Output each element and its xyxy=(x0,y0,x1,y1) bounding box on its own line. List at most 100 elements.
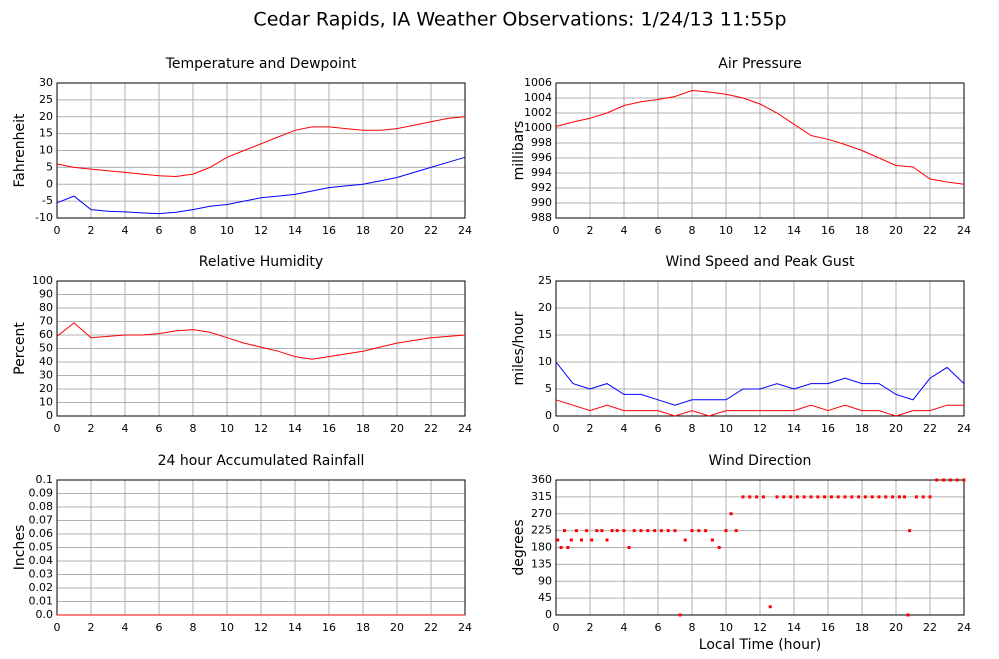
data-line xyxy=(56,322,466,360)
data-point xyxy=(897,495,901,499)
data-point xyxy=(955,478,959,482)
y-tick-label: 1004 xyxy=(524,91,552,104)
plot-frame xyxy=(56,280,466,417)
y-tick-label: 180 xyxy=(531,541,552,554)
data-point xyxy=(823,495,827,499)
y-tick-label: 0.1 xyxy=(36,473,54,486)
data-point xyxy=(928,495,932,499)
data-point xyxy=(569,538,573,542)
x-tick-label: 10 xyxy=(220,224,234,237)
data-point xyxy=(683,538,687,542)
data-point xyxy=(877,495,881,499)
data-point xyxy=(653,529,657,533)
data-point xyxy=(795,495,799,499)
y-tick-label: 135 xyxy=(531,557,552,570)
x-tick-label: 6 xyxy=(156,621,163,634)
data-point xyxy=(962,478,966,482)
plot-frame xyxy=(555,479,965,616)
x-tick-label: 10 xyxy=(719,224,733,237)
y-tick-label: 90 xyxy=(538,574,552,587)
x-tick-label: 8 xyxy=(689,224,696,237)
y-tick-label: 0.07 xyxy=(29,514,54,527)
data-point xyxy=(600,529,604,533)
data-point xyxy=(615,529,619,533)
x-tick-label: 18 xyxy=(855,224,869,237)
x-tick-label: 14 xyxy=(787,422,801,435)
data-point xyxy=(678,613,682,617)
y-tick-label: 40 xyxy=(39,355,53,368)
y-tick-label: 0 xyxy=(46,409,53,422)
data-point xyxy=(704,529,708,533)
x-tick-label: 6 xyxy=(655,422,662,435)
y-tick-label: 0.0 xyxy=(36,608,54,621)
data-point xyxy=(610,529,614,533)
y-tick-label: 20 xyxy=(39,382,53,395)
y-tick-label: 1000 xyxy=(524,121,552,134)
x-tick-label: 8 xyxy=(190,422,197,435)
x-tick-label: 16 xyxy=(322,422,336,435)
x-tick-label: 22 xyxy=(923,621,937,634)
x-tick-label: 0 xyxy=(54,422,61,435)
data-point xyxy=(857,495,861,499)
x-tick-label: 24 xyxy=(957,422,971,435)
data-line xyxy=(555,361,965,406)
x-tick-label: 24 xyxy=(458,621,472,634)
x-tick-label: 16 xyxy=(821,422,835,435)
y-tick-label: 0.06 xyxy=(29,527,54,540)
y-tick-label: 45 xyxy=(538,591,552,604)
x-tick-label: 12 xyxy=(753,224,767,237)
x-tick-label: 20 xyxy=(390,422,404,435)
x-tick-label: 4 xyxy=(122,422,129,435)
data-point xyxy=(585,529,589,533)
data-line xyxy=(555,89,965,185)
data-point xyxy=(563,529,566,533)
y-tick-label: 60 xyxy=(39,328,53,341)
data-point xyxy=(903,495,906,499)
y-tick-label: 0.04 xyxy=(29,554,54,567)
x-tick-label: 8 xyxy=(190,224,197,237)
x-tick-label: 12 xyxy=(254,422,268,435)
y-tick-label: 0.02 xyxy=(29,581,54,594)
data-point xyxy=(690,529,694,533)
x-tick-label: 8 xyxy=(689,422,696,435)
x-tick-label: 10 xyxy=(220,422,234,435)
y-tick-label: 1002 xyxy=(524,106,552,119)
x-axis-label: Local Time (hour) xyxy=(699,637,821,653)
x-tick-label: 4 xyxy=(122,224,129,237)
y-tick-label: 15 xyxy=(39,127,53,140)
x-tick-label: 6 xyxy=(156,422,163,435)
x-tick-label: 6 xyxy=(156,224,163,237)
x-tick-label: 18 xyxy=(356,422,370,435)
x-tick-label: 22 xyxy=(424,621,438,634)
data-point xyxy=(761,495,765,499)
y-tick-label: 225 xyxy=(531,524,552,537)
x-tick-label: 22 xyxy=(424,224,438,237)
x-tick-label: 12 xyxy=(254,224,268,237)
data-point xyxy=(884,495,888,499)
x-tick-label: 8 xyxy=(689,621,696,634)
x-tick-label: 14 xyxy=(288,621,302,634)
data-point xyxy=(639,529,643,533)
plot-frame xyxy=(555,82,965,219)
y-tick-label: 360 xyxy=(531,473,552,486)
data-line xyxy=(56,156,466,215)
data-point xyxy=(891,495,895,499)
panel-title: 24 hour Accumulated Rainfall xyxy=(158,453,365,469)
y-axis-label: Fahrenheit xyxy=(12,113,28,188)
data-point xyxy=(942,478,946,482)
data-point xyxy=(556,538,560,542)
data-line xyxy=(56,116,466,178)
x-tick-label: 4 xyxy=(621,422,628,435)
y-tick-label: 90 xyxy=(39,288,53,301)
plot-frame xyxy=(555,280,965,417)
x-tick-label: 14 xyxy=(288,422,302,435)
y-axis-label: Percent xyxy=(12,322,28,375)
data-point xyxy=(850,495,854,499)
x-tick-label: 14 xyxy=(288,224,302,237)
data-point xyxy=(775,495,779,499)
data-point xyxy=(921,495,925,499)
x-tick-label: 22 xyxy=(424,422,438,435)
data-point xyxy=(768,605,772,609)
x-tick-label: 4 xyxy=(621,621,628,634)
